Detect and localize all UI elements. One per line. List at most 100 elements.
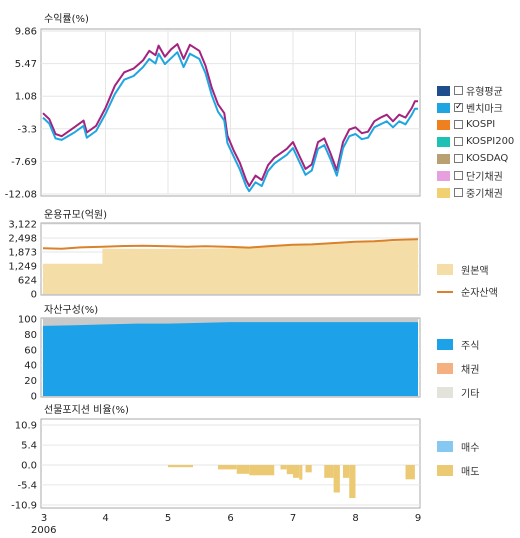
legend-item-mid-bond[interactable]: 중기채권: [437, 184, 514, 201]
alloc-panel-title: 자산구성(%): [44, 304, 98, 316]
legend-swatch: [437, 102, 450, 113]
checkbox[interactable]: [454, 103, 463, 112]
legend-item-kosdaq[interactable]: KOSDAQ: [437, 150, 514, 167]
benchmark-return-line: [42, 51, 418, 193]
legend-label: 매수: [461, 442, 480, 454]
legend-item-benchmark[interactable]: 벤치마크: [437, 99, 514, 116]
legend-item-long: 매수: [437, 434, 479, 458]
futures-plot-frame: [40, 418, 421, 509]
checkbox[interactable]: [454, 188, 463, 197]
returns-y-tick-label: -3.3: [17, 124, 37, 135]
checkbox[interactable]: [454, 86, 463, 95]
legend-label: 기타: [461, 388, 480, 400]
checkbox[interactable]: [454, 120, 463, 129]
short-position-bar: [343, 465, 350, 478]
legend-label: 순자산액: [461, 288, 498, 299]
returns-y-tick-label: -12.08: [5, 190, 37, 201]
futures-y-tick-label: 10.9: [15, 421, 37, 432]
short-position-bar: [324, 465, 334, 478]
legend-item-bond: 채권: [437, 356, 479, 380]
legend-swatch: [437, 263, 453, 275]
legend-label: 벤치마크: [466, 104, 503, 115]
legend-label: KOSDAQ: [466, 153, 509, 164]
legend-label: 중기채권: [466, 189, 503, 200]
x-tick-label: 7: [290, 513, 296, 524]
legend-item-short-bond[interactable]: 단기채권: [437, 167, 514, 184]
futures-y-tick-label: -10.9: [11, 501, 37, 512]
legend-swatch: [437, 136, 450, 147]
alloc-y-tick-label: 40: [24, 361, 37, 372]
x-tick-label: 8: [352, 513, 358, 524]
legend-item-kospi200[interactable]: KOSPI200: [437, 133, 514, 150]
legend-label: 유형평균: [466, 87, 503, 98]
legend-item-short: 매도: [437, 458, 479, 482]
legend-label: 매도: [461, 466, 480, 478]
legend-label: 단기채권: [466, 172, 503, 183]
x-tick-label: 9: [415, 513, 421, 524]
short-position-bar: [286, 465, 293, 475]
short-position-bar: [333, 465, 340, 493]
aum-legend: 원본액 순자산액: [437, 255, 498, 300]
aum-y-tick-label: 3,122: [8, 220, 37, 231]
legend-item-nav: 순자산액: [437, 283, 498, 300]
short-position-bar: [305, 465, 312, 473]
legend-item-kospi[interactable]: KOSPI: [437, 116, 514, 133]
returns-y-tick-label: 1.08: [15, 92, 37, 103]
checkbox[interactable]: [454, 137, 463, 146]
fund-return-line: [42, 43, 418, 187]
short-position-bar: [293, 465, 300, 478]
legend-item-type-average[interactable]: 유형평균: [437, 82, 514, 99]
returns-y-tick-label: -7.69: [11, 157, 37, 168]
legend-swatch: [437, 464, 453, 476]
returns-y-tick-label: 5.47: [15, 59, 37, 70]
legend-label: KOSPI200: [466, 136, 515, 147]
legend-item-principal: 원본액: [437, 255, 498, 283]
legend-label: 채권: [461, 364, 480, 376]
principal-area: [43, 240, 418, 294]
x-tick-label: 4: [102, 513, 108, 524]
x-axis-year-label: 2006: [31, 525, 56, 536]
legend-line: [437, 290, 453, 293]
legend-swatch: [437, 338, 453, 350]
x-tick-label: 6: [227, 513, 233, 524]
alloc-y-tick-label: 60: [24, 345, 37, 356]
legend-swatch: [437, 187, 450, 198]
futures-y-tick-label: 5.4: [21, 441, 37, 452]
futures-legend: 매수 매도: [437, 434, 479, 482]
legend-swatch: [437, 170, 450, 181]
legend-swatch: [437, 153, 450, 164]
returns-panel-title: 수익률(%): [44, 13, 89, 25]
x-tick-label: 3: [41, 513, 47, 524]
checkbox[interactable]: [454, 171, 463, 180]
legend-swatch: [437, 85, 450, 96]
legend-label: 주식: [461, 340, 480, 352]
aum-y-tick-label: 1,249: [8, 261, 37, 272]
x-tick-label: 5: [165, 513, 171, 524]
nav-line: [42, 238, 419, 250]
futures-y-tick-label: -5.4: [17, 480, 37, 491]
futures-y-tick-label: 0.0: [21, 461, 37, 472]
legend-item-other: 기타: [437, 380, 479, 404]
aum-y-tick-label: 1,873: [8, 248, 37, 259]
stock-area: [43, 322, 418, 396]
short-position-bar: [249, 465, 275, 476]
aum-y-tick-label: 0: [31, 290, 37, 301]
legend-label: KOSPI: [466, 119, 496, 130]
checkbox[interactable]: [454, 154, 463, 163]
legend-swatch: [437, 119, 450, 130]
returns-y-tick-label: 9.86: [15, 27, 37, 38]
short-position-bar: [168, 465, 193, 468]
short-position-bar: [280, 465, 287, 470]
short-position-bar: [236, 465, 250, 474]
legend-swatch: [437, 362, 453, 374]
legend-swatch: [437, 386, 453, 398]
short-position-bar: [349, 465, 356, 499]
alloc-y-tick-label: 80: [24, 330, 37, 341]
alloc-y-tick-label: 20: [24, 376, 37, 387]
aum-y-tick-label: 624: [18, 276, 37, 287]
legend-item-stock: 주식: [437, 332, 479, 356]
returns-legend: 유형평균 벤치마크 KOSPI KOSPI200 KOSDAQ 단기채권 중기채…: [437, 82, 514, 201]
aum-y-tick-label: 2,498: [8, 233, 37, 244]
futures-panel-title: 선물포지션 비율(%): [44, 404, 129, 416]
